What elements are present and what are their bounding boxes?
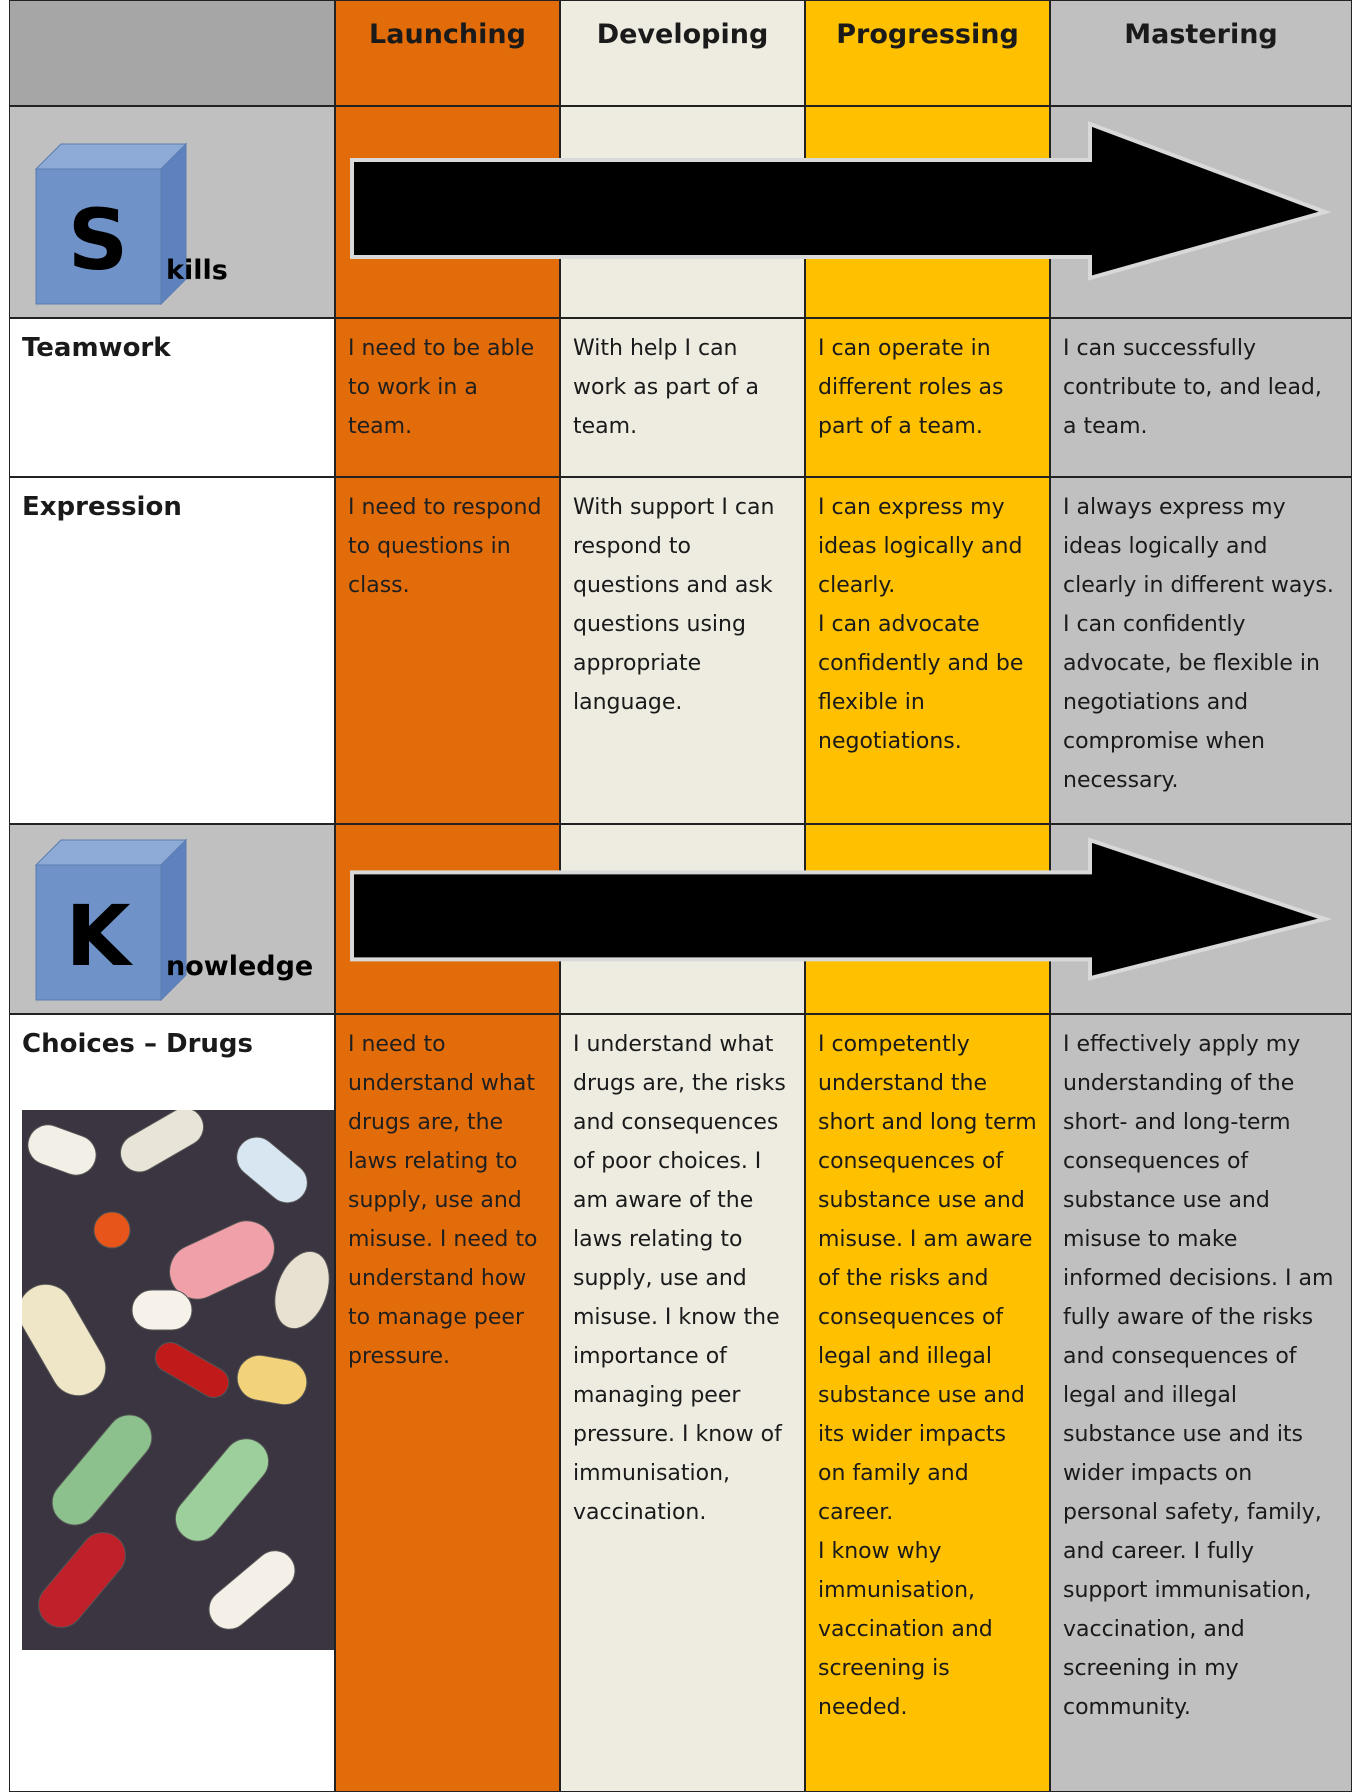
pill	[274, 1250, 330, 1330]
row-label: Choices – Drugs	[9, 1014, 335, 1792]
descriptor-cell: I can successfully contribute to, and le…	[1050, 318, 1352, 477]
descriptor-cell: With help I can work as part of a team.	[560, 318, 805, 477]
descriptor-cell: I can express my ideas logically and cle…	[805, 477, 1050, 824]
text: I can operate in different roles as part…	[818, 336, 1004, 439]
header-blank	[9, 0, 335, 106]
progress-arrow	[350, 121, 1332, 281]
progress-arrow	[350, 837, 1333, 981]
descriptor-cell: I competently understand the short and l…	[805, 1014, 1050, 1792]
row-label: Teamwork	[9, 318, 335, 477]
descriptor-cell: I effectively apply my understanding of …	[1050, 1014, 1352, 1792]
pill	[174, 1438, 270, 1542]
text: Expression	[22, 492, 182, 522]
pill	[131, 1289, 193, 1331]
pill	[169, 1220, 275, 1300]
descriptor-cell: I need to respond to questions in class.	[335, 477, 560, 824]
text: Developing	[596, 19, 769, 50]
shape	[34, 839, 188, 866]
text: I need to respond to questions in class.	[348, 495, 542, 598]
text: I can express my ideas logically and cle…	[818, 495, 1023, 598]
column-header: Launching	[335, 0, 560, 106]
text: With support I can respond to questions …	[573, 495, 775, 715]
text: I can advocate confidently and be flexib…	[818, 612, 1024, 754]
section-letter: K	[65, 887, 133, 985]
text: I can confidently advocate, be flexible …	[1063, 612, 1320, 793]
descriptor-cell: I understand what drugs are, the risks a…	[560, 1014, 805, 1792]
pill	[93, 1211, 131, 1249]
column-header: Mastering	[1050, 0, 1352, 106]
text: I can successfully contribute to, and le…	[1063, 336, 1322, 439]
descriptor-cell: I need to understand what drugs are, the…	[335, 1014, 560, 1792]
row-label: Expression	[9, 477, 335, 824]
descriptor-cell: I can operate in different roles as part…	[805, 318, 1050, 477]
text: I understand what drugs are, the risks a…	[573, 1032, 786, 1525]
pill	[208, 1550, 296, 1630]
text: I know why immunisation, vaccination and…	[818, 1539, 993, 1720]
shape	[35, 864, 162, 1001]
pill	[27, 1124, 97, 1176]
pills-image	[22, 1110, 334, 1650]
text: With help I can work as part of a team.	[573, 336, 759, 439]
section-word: nowledge	[166, 951, 313, 982]
pill	[38, 1532, 126, 1628]
text: I always express my ideas logically and …	[1063, 495, 1334, 598]
text: I need to be able to work in a team.	[348, 336, 535, 439]
text: I effectively apply my understanding of …	[1063, 1032, 1334, 1720]
pill	[154, 1342, 230, 1398]
text: Progressing	[836, 19, 1019, 50]
text: I competently understand the short and l…	[818, 1032, 1037, 1525]
shape	[34, 143, 188, 170]
arrow-shape	[350, 837, 1333, 981]
pill	[236, 1354, 308, 1406]
shape	[35, 168, 162, 305]
text: Launching	[369, 19, 526, 50]
arrow-shape	[350, 121, 1332, 281]
column-header: Developing	[560, 0, 805, 106]
section-word: kills	[166, 255, 228, 286]
text: Teamwork	[22, 333, 171, 363]
pill	[119, 1110, 205, 1173]
descriptor-cell: I need to be able to work in a team.	[335, 318, 560, 477]
text: I need to understand what drugs are, the…	[348, 1032, 538, 1369]
column-header: Progressing	[805, 0, 1050, 106]
pill	[236, 1136, 308, 1204]
descriptor-cell: With support I can respond to questions …	[560, 477, 805, 824]
pill	[51, 1414, 153, 1526]
text: Mastering	[1124, 19, 1278, 50]
section-letter: S	[68, 191, 129, 289]
pill	[22, 1283, 107, 1397]
descriptor-cell: I always express my ideas logically and …	[1050, 477, 1352, 824]
text: Choices – Drugs	[22, 1029, 253, 1059]
